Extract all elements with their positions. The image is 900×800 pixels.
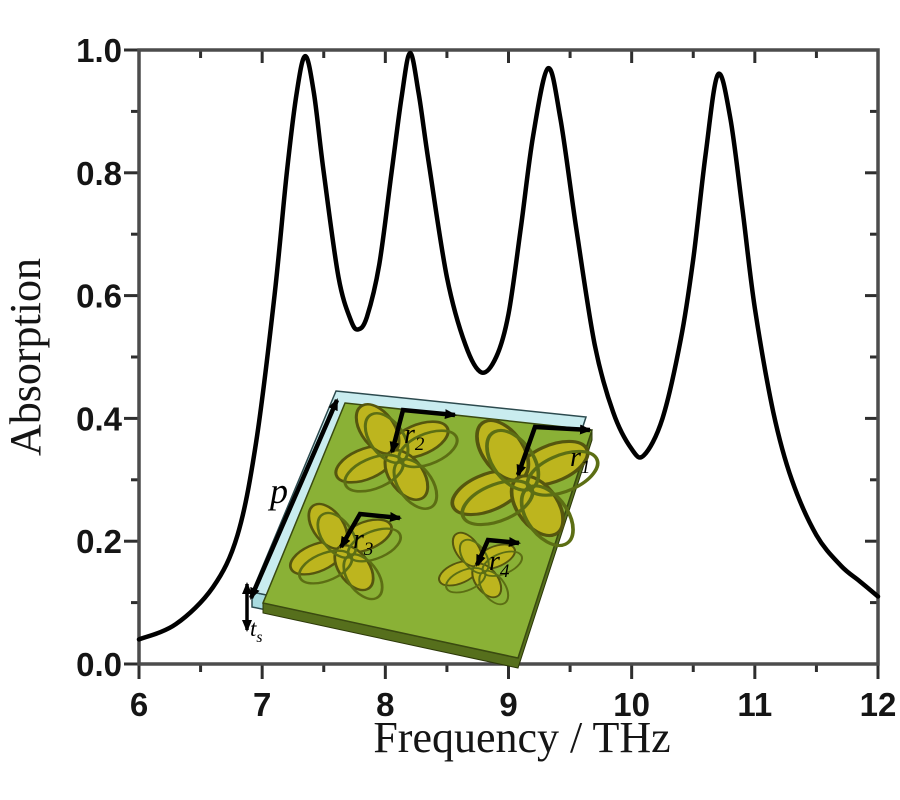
x-tick-label: 8 xyxy=(376,686,394,723)
r3-radius-arrow xyxy=(339,511,402,549)
unit-cell-inset: p ts r2 r1 r3 r4 xyxy=(242,378,634,669)
y-tick-label: 1.0 xyxy=(76,32,122,69)
x-tick-label: 11 xyxy=(737,686,772,723)
label-r4: r4 xyxy=(489,546,510,582)
x-tick-label: 12 xyxy=(860,686,897,723)
x-tick-label: 9 xyxy=(499,686,517,723)
x-axis-tick-labels: 6 7 8 9 10 11 12 xyxy=(130,686,897,723)
y-axis-tick-labels: 0.0 0.2 0.4 0.6 0.8 1.0 xyxy=(76,32,123,683)
x-axis-title: Frequency / THz xyxy=(373,713,670,762)
label-r1: r1 xyxy=(570,442,590,478)
y-tick-label: 0.6 xyxy=(76,278,122,315)
label-r2: r2 xyxy=(404,419,425,455)
period-arrow xyxy=(248,398,340,600)
x-tick-label: 10 xyxy=(613,686,650,723)
y-axis-title: Absorption xyxy=(1,258,50,456)
x-tick-label: 6 xyxy=(130,686,148,723)
r4-radius-arrow xyxy=(474,537,521,567)
y-tick-label: 0.2 xyxy=(76,523,122,560)
label-period-p: p xyxy=(267,471,288,511)
y-tick-label: 0.4 xyxy=(76,400,123,437)
y-tick-label: 0.8 xyxy=(76,155,122,192)
label-r3: r3 xyxy=(353,524,373,560)
r2-radius-arrow xyxy=(389,407,457,454)
x-tick-label: 7 xyxy=(253,686,271,723)
label-thickness-ts: ts xyxy=(250,616,262,646)
absorption-curve xyxy=(136,50,881,642)
y-tick-label: 0.0 xyxy=(76,646,122,683)
r1-radius-arrow xyxy=(515,424,592,477)
